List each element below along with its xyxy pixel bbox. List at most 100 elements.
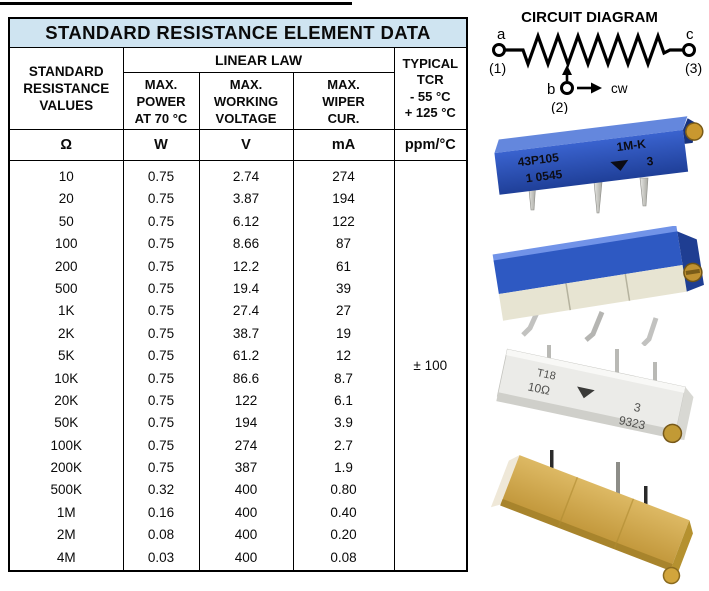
marking-model: 43P105 <box>517 150 560 169</box>
tcr-value: ± 100 <box>393 160 468 572</box>
body-top-highlight <box>506 349 686 393</box>
resistance-value: 50 <box>58 213 74 229</box>
max-power-value: 0.75 <box>147 213 175 229</box>
max-voltage-value: 122 <box>234 392 258 408</box>
max-power-value: 0.75 <box>147 392 175 408</box>
circuit-diagram-title: CIRCUIT DIAGRAM <box>521 9 658 26</box>
resistance-value: 20K <box>54 392 79 408</box>
resistance-value: 200K <box>50 460 83 476</box>
body-end-face-white <box>490 455 520 508</box>
terminal-c-circle <box>682 43 696 57</box>
terminal-3-pin-label: (3) <box>685 60 702 76</box>
terminal-a-label: a <box>497 26 506 43</box>
terminal-c-label: c <box>686 26 694 43</box>
wiper-current-value: 1.9 <box>334 460 353 476</box>
adjust-screw-gold <box>662 423 683 444</box>
wiper-current-value: 274 <box>332 169 355 184</box>
max-power-value: 0.75 <box>147 191 175 207</box>
photo-blue-trimmer-side: 43P105 1M-K 1 0545 3 <box>494 116 704 214</box>
max-power-value: 0.75 <box>147 415 175 431</box>
unit-watts: W <box>122 129 200 161</box>
header-standard-resistance-values: STANDARD RESISTANCE VALUES <box>8 47 124 130</box>
terminal-a-circle <box>492 43 506 57</box>
wiper-terminal-circle <box>560 81 574 95</box>
pin-2-threaded <box>616 462 620 507</box>
wiper-current-value: 194 <box>332 191 355 207</box>
resistance-value: 100 <box>54 236 78 252</box>
marking-type: T18 <box>536 367 557 383</box>
leg-3 <box>641 317 659 346</box>
header-linear-law: LINEAR LAW <box>122 47 395 73</box>
ceramic-seam-1 <box>565 283 571 311</box>
wiper-current-value: 19 <box>335 325 352 341</box>
header-typical-tcr: TYPICAL TCR - 55 °C + 125 °C <box>393 47 468 130</box>
body-bottom-shadow <box>496 392 677 439</box>
trimmer-body-blue-white <box>492 226 704 321</box>
max-voltage-value: 27.4 <box>232 303 260 319</box>
max-voltage-value: 2.74 <box>232 169 260 184</box>
wiper-current-value: 0.80 <box>330 482 357 498</box>
body-seam-2 <box>613 498 635 549</box>
wiper-current-value: 3.9 <box>334 415 353 431</box>
resistance-value: 4M <box>56 549 76 565</box>
max-power-value: 0.75 <box>147 460 175 476</box>
max-voltage-value: 12.2 <box>232 258 260 274</box>
marking-lot: 1 0545 <box>525 167 563 185</box>
resistance-value: 20 <box>58 191 74 207</box>
marking-num: 3 <box>633 400 643 415</box>
adjust-screw-gold <box>685 122 704 141</box>
column-wiper-current: 274 194 122 87 61 39 27 19 12 8.7 6.1 3.9 2.7 1.9 0.80… <box>292 160 395 572</box>
ceramic-seam-2 <box>624 273 631 301</box>
column-max-power: 0.75 0.75 0.75 0.75 0.75 0.75 0.75 0.75 0.75 0.75… <box>122 160 200 572</box>
marking-num: 3 <box>646 154 655 169</box>
wiper-current-value: 87 <box>335 236 352 252</box>
circuit-diagram: a c (1) (3) b (2) cw <box>489 26 702 114</box>
resistance-value: 50K <box>54 415 79 431</box>
wiper-current-value: 122 <box>332 213 355 229</box>
pin-3 <box>653 362 657 398</box>
max-power-value: 0.75 <box>147 370 175 386</box>
header-max-working-voltage: MAX. WORKING VOLTAGE <box>198 72 294 130</box>
table-title: STANDARD RESISTANCE ELEMENT DATA <box>8 17 468 48</box>
body-front-face <box>494 129 689 195</box>
unit-milliamps: mA <box>292 129 395 161</box>
trimmer-body-white: T18 10Ω 3 9323 <box>496 348 694 444</box>
max-voltage-value: 3.87 <box>232 191 260 207</box>
max-voltage-value: 400 <box>234 504 258 520</box>
marking-value: 10Ω <box>527 379 552 397</box>
resistance-value: 1M <box>56 504 76 520</box>
max-voltage-value: 400 <box>234 527 258 543</box>
max-power-value: 0.75 <box>147 169 175 184</box>
resistance-value: 200 <box>54 258 78 274</box>
terminal-b-label: b <box>547 81 555 98</box>
max-voltage-value: 86.6 <box>232 370 260 386</box>
max-voltage-value: 38.7 <box>232 325 260 341</box>
resistance-value: 10K <box>54 370 79 386</box>
max-voltage-value: 19.4 <box>232 280 260 296</box>
pin-2 <box>615 349 619 381</box>
max-power-value: 0.75 <box>147 236 175 252</box>
resistance-value: 2K <box>57 325 75 341</box>
max-voltage-value: 387 <box>234 460 258 476</box>
pin-2 <box>593 181 603 214</box>
photo-white-trimmer: T18 10Ω 3 9323 <box>496 345 694 444</box>
wiper-arrow-head <box>562 65 572 75</box>
resistor-zigzag-symbol <box>504 31 684 69</box>
max-power-value: 0.32 <box>147 482 175 498</box>
wiper-current-value: 2.7 <box>334 437 353 453</box>
header-max-power: MAX. POWER AT 70 °C <box>122 72 200 130</box>
unit-volts: V <box>198 129 294 161</box>
resistance-value: 2M <box>56 527 76 543</box>
body-blue-slab <box>493 231 683 295</box>
body-ceramic-base <box>498 264 687 321</box>
terminal-1-pin-label: (1) <box>489 60 506 76</box>
max-power-value: 0.16 <box>147 504 175 520</box>
wiper-current-value: 27 <box>335 303 352 319</box>
trimmer-body-blue: 43P105 1M-K 1 0545 3 <box>494 116 704 195</box>
resistance-value: 500K <box>50 482 83 498</box>
resistance-value: 10 <box>58 169 74 184</box>
column-max-voltage: 2.74 3.87 6.12 8.66 12.2 19.4 27.4 38.7 61.2 86.6… <box>198 160 294 572</box>
wiper-current-value: 6.1 <box>334 392 353 408</box>
resistance-value: 1K <box>57 303 75 319</box>
unit-ppm: ppm/°C <box>393 129 468 161</box>
